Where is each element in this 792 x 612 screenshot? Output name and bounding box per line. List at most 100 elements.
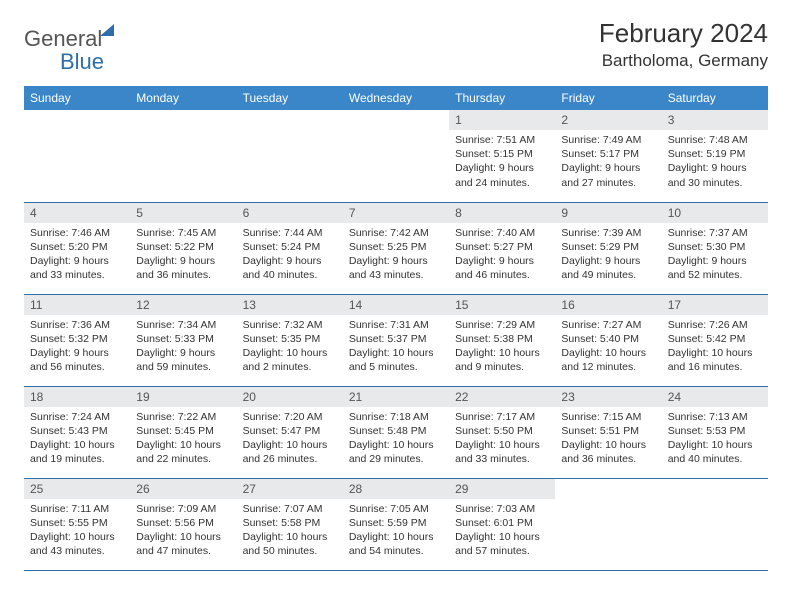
day-detail: Sunrise: 7:44 AMSunset: 5:24 PMDaylight:… bbox=[237, 223, 343, 287]
day-detail: Sunrise: 7:39 AMSunset: 5:29 PMDaylight:… bbox=[555, 223, 661, 287]
daylight-line1: Daylight: 10 hours bbox=[30, 438, 124, 452]
calendar-day: 24Sunrise: 7:13 AMSunset: 5:53 PMDayligh… bbox=[662, 386, 768, 478]
day-number: 8 bbox=[449, 203, 555, 223]
daylight-line1: Daylight: 9 hours bbox=[561, 254, 655, 268]
calendar-day: 21Sunrise: 7:18 AMSunset: 5:48 PMDayligh… bbox=[343, 386, 449, 478]
sunset-text: Sunset: 5:59 PM bbox=[349, 516, 443, 530]
daylight-line2: and 19 minutes. bbox=[30, 452, 124, 466]
sunset-text: Sunset: 6:01 PM bbox=[455, 516, 549, 530]
day-number: 21 bbox=[343, 387, 449, 407]
sunrise-text: Sunrise: 7:27 AM bbox=[561, 318, 655, 332]
day-number: 25 bbox=[24, 479, 130, 499]
daylight-line2: and 43 minutes. bbox=[349, 268, 443, 282]
day-detail: Sunrise: 7:15 AMSunset: 5:51 PMDaylight:… bbox=[555, 407, 661, 471]
calendar-day: 29Sunrise: 7:03 AMSunset: 6:01 PMDayligh… bbox=[449, 478, 555, 570]
dayheader-saturday: Saturday bbox=[662, 86, 768, 110]
daylight-line2: and 47 minutes. bbox=[136, 544, 230, 558]
calendar-day: 14Sunrise: 7:31 AMSunset: 5:37 PMDayligh… bbox=[343, 294, 449, 386]
day-detail: Sunrise: 7:34 AMSunset: 5:33 PMDaylight:… bbox=[130, 315, 236, 379]
daylight-line2: and 12 minutes. bbox=[561, 360, 655, 374]
sunset-text: Sunset: 5:38 PM bbox=[455, 332, 549, 346]
day-number: 24 bbox=[662, 387, 768, 407]
day-number: 13 bbox=[237, 295, 343, 315]
day-detail: Sunrise: 7:22 AMSunset: 5:45 PMDaylight:… bbox=[130, 407, 236, 471]
calendar-week: 18Sunrise: 7:24 AMSunset: 5:43 PMDayligh… bbox=[24, 386, 768, 478]
daylight-line1: Daylight: 10 hours bbox=[349, 438, 443, 452]
day-detail: Sunrise: 7:46 AMSunset: 5:20 PMDaylight:… bbox=[24, 223, 130, 287]
sunrise-text: Sunrise: 7:24 AM bbox=[30, 410, 124, 424]
sunrise-text: Sunrise: 7:26 AM bbox=[668, 318, 762, 332]
day-detail: Sunrise: 7:17 AMSunset: 5:50 PMDaylight:… bbox=[449, 407, 555, 471]
daylight-line1: Daylight: 10 hours bbox=[455, 530, 549, 544]
sunset-text: Sunset: 5:40 PM bbox=[561, 332, 655, 346]
sunrise-text: Sunrise: 7:07 AM bbox=[243, 502, 337, 516]
day-number: 12 bbox=[130, 295, 236, 315]
daylight-line2: and 30 minutes. bbox=[668, 176, 762, 190]
day-detail: Sunrise: 7:32 AMSunset: 5:35 PMDaylight:… bbox=[237, 315, 343, 379]
daylight-line2: and 2 minutes. bbox=[243, 360, 337, 374]
daylight-line2: and 5 minutes. bbox=[349, 360, 443, 374]
sunset-text: Sunset: 5:42 PM bbox=[668, 332, 762, 346]
daylight-line2: and 50 minutes. bbox=[243, 544, 337, 558]
day-detail: Sunrise: 7:18 AMSunset: 5:48 PMDaylight:… bbox=[343, 407, 449, 471]
sunset-text: Sunset: 5:51 PM bbox=[561, 424, 655, 438]
dayheader-wednesday: Wednesday bbox=[343, 86, 449, 110]
sunrise-text: Sunrise: 7:13 AM bbox=[668, 410, 762, 424]
daylight-line2: and 43 minutes. bbox=[30, 544, 124, 558]
sunrise-text: Sunrise: 7:03 AM bbox=[455, 502, 549, 516]
calendar-head: Sunday Monday Tuesday Wednesday Thursday… bbox=[24, 86, 768, 110]
calendar-day: 23Sunrise: 7:15 AMSunset: 5:51 PMDayligh… bbox=[555, 386, 661, 478]
calendar-week: 25Sunrise: 7:11 AMSunset: 5:55 PMDayligh… bbox=[24, 478, 768, 570]
day-detail: Sunrise: 7:11 AMSunset: 5:55 PMDaylight:… bbox=[24, 499, 130, 563]
day-detail: Sunrise: 7:13 AMSunset: 5:53 PMDaylight:… bbox=[662, 407, 768, 471]
sunset-text: Sunset: 5:32 PM bbox=[30, 332, 124, 346]
day-detail: Sunrise: 7:42 AMSunset: 5:25 PMDaylight:… bbox=[343, 223, 449, 287]
daylight-line2: and 22 minutes. bbox=[136, 452, 230, 466]
calendar-week: 11Sunrise: 7:36 AMSunset: 5:32 PMDayligh… bbox=[24, 294, 768, 386]
day-detail: Sunrise: 7:03 AMSunset: 6:01 PMDaylight:… bbox=[449, 499, 555, 563]
day-number: 3 bbox=[662, 110, 768, 130]
sunrise-text: Sunrise: 7:05 AM bbox=[349, 502, 443, 516]
daylight-line1: Daylight: 10 hours bbox=[668, 438, 762, 452]
sunrise-text: Sunrise: 7:34 AM bbox=[136, 318, 230, 332]
day-number: 14 bbox=[343, 295, 449, 315]
sunset-text: Sunset: 5:45 PM bbox=[136, 424, 230, 438]
daylight-line1: Daylight: 9 hours bbox=[668, 161, 762, 175]
sunset-text: Sunset: 5:55 PM bbox=[30, 516, 124, 530]
dayheader-monday: Monday bbox=[130, 86, 236, 110]
day-detail: Sunrise: 7:40 AMSunset: 5:27 PMDaylight:… bbox=[449, 223, 555, 287]
sunset-text: Sunset: 5:17 PM bbox=[561, 147, 655, 161]
daylight-line1: Daylight: 10 hours bbox=[136, 530, 230, 544]
calendar-day: 16Sunrise: 7:27 AMSunset: 5:40 PMDayligh… bbox=[555, 294, 661, 386]
calendar-day: 7Sunrise: 7:42 AMSunset: 5:25 PMDaylight… bbox=[343, 202, 449, 294]
daylight-line1: Daylight: 10 hours bbox=[349, 530, 443, 544]
daylight-line1: Daylight: 9 hours bbox=[136, 346, 230, 360]
sunrise-text: Sunrise: 7:40 AM bbox=[455, 226, 549, 240]
daylight-line2: and 29 minutes. bbox=[349, 452, 443, 466]
sunset-text: Sunset: 5:15 PM bbox=[455, 147, 549, 161]
day-detail: Sunrise: 7:09 AMSunset: 5:56 PMDaylight:… bbox=[130, 499, 236, 563]
dayheader-friday: Friday bbox=[555, 86, 661, 110]
calendar-day: 9Sunrise: 7:39 AMSunset: 5:29 PMDaylight… bbox=[555, 202, 661, 294]
calendar-day: 11Sunrise: 7:36 AMSunset: 5:32 PMDayligh… bbox=[24, 294, 130, 386]
sunset-text: Sunset: 5:43 PM bbox=[30, 424, 124, 438]
sunset-text: Sunset: 5:58 PM bbox=[243, 516, 337, 530]
sunset-text: Sunset: 5:48 PM bbox=[349, 424, 443, 438]
daylight-line1: Daylight: 10 hours bbox=[136, 438, 230, 452]
calendar-day: 19Sunrise: 7:22 AMSunset: 5:45 PMDayligh… bbox=[130, 386, 236, 478]
calendar-day: 13Sunrise: 7:32 AMSunset: 5:35 PMDayligh… bbox=[237, 294, 343, 386]
calendar-week: 1Sunrise: 7:51 AMSunset: 5:15 PMDaylight… bbox=[24, 110, 768, 202]
daylight-line2: and 54 minutes. bbox=[349, 544, 443, 558]
daylight-line1: Daylight: 10 hours bbox=[243, 530, 337, 544]
sunrise-text: Sunrise: 7:37 AM bbox=[668, 226, 762, 240]
day-number: 22 bbox=[449, 387, 555, 407]
day-detail: Sunrise: 7:37 AMSunset: 5:30 PMDaylight:… bbox=[662, 223, 768, 287]
calendar-day: 5Sunrise: 7:45 AMSunset: 5:22 PMDaylight… bbox=[130, 202, 236, 294]
calendar-day: 18Sunrise: 7:24 AMSunset: 5:43 PMDayligh… bbox=[24, 386, 130, 478]
day-detail: Sunrise: 7:45 AMSunset: 5:22 PMDaylight:… bbox=[130, 223, 236, 287]
day-detail: Sunrise: 7:24 AMSunset: 5:43 PMDaylight:… bbox=[24, 407, 130, 471]
daylight-line1: Daylight: 10 hours bbox=[349, 346, 443, 360]
sunrise-text: Sunrise: 7:18 AM bbox=[349, 410, 443, 424]
sunrise-text: Sunrise: 7:45 AM bbox=[136, 226, 230, 240]
calendar-day: 12Sunrise: 7:34 AMSunset: 5:33 PMDayligh… bbox=[130, 294, 236, 386]
